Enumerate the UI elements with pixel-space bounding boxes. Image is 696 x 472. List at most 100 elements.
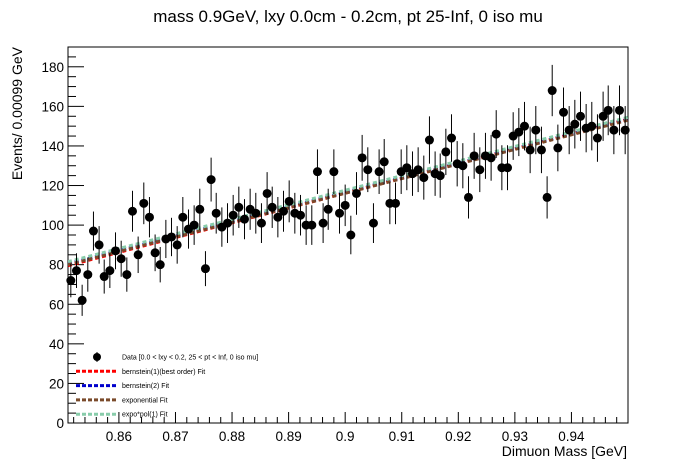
data-point xyxy=(615,105,625,115)
legend-label: Data [0.0 < lxy < 0.2, 25 < pt < Inf, 0 … xyxy=(122,355,258,362)
data-point xyxy=(88,226,98,236)
data-point xyxy=(307,220,317,230)
data-point xyxy=(559,107,569,117)
data-point xyxy=(223,218,233,228)
data-point xyxy=(234,202,244,212)
data-point xyxy=(379,157,389,167)
data-point xyxy=(189,220,199,230)
data-point xyxy=(116,254,126,264)
data-point xyxy=(553,143,563,153)
data-point xyxy=(329,167,339,177)
data-point xyxy=(542,192,552,202)
x-tick-label: 0.93 xyxy=(502,429,528,444)
data-point xyxy=(340,200,350,210)
data-point xyxy=(603,105,613,115)
data-point xyxy=(475,165,485,175)
data-point xyxy=(150,248,160,258)
legend-label: bernstein(1)(best order) Fit xyxy=(122,369,205,376)
data-point xyxy=(262,188,272,198)
data-point xyxy=(598,111,608,121)
data-point xyxy=(99,272,109,282)
data-point xyxy=(127,206,137,216)
data-point xyxy=(312,167,322,177)
data-point xyxy=(77,295,87,305)
data-point xyxy=(172,240,182,250)
data-point xyxy=(463,192,473,202)
data-point xyxy=(575,111,585,121)
legend-label: expo*pol(1) Fit xyxy=(122,412,168,419)
fit-line xyxy=(68,118,628,267)
data-point xyxy=(239,214,249,224)
x-tick-label: 0.9 xyxy=(336,429,355,444)
data-point xyxy=(167,232,177,242)
data-point xyxy=(122,270,132,280)
data-point xyxy=(536,145,546,155)
legend-label: bernstein(2) Fit xyxy=(122,383,169,390)
legend-marker xyxy=(93,353,101,361)
data-point xyxy=(155,260,165,270)
data-point xyxy=(295,210,305,220)
data-point xyxy=(525,145,535,155)
data-point xyxy=(267,202,277,212)
data-point xyxy=(519,121,529,131)
data-point xyxy=(368,218,378,228)
data-point xyxy=(587,121,597,131)
data-point xyxy=(83,270,93,280)
chart-title: mass 0.9GeV, lxy 0.0cm - 0.2cm, pt 25-In… xyxy=(153,7,543,26)
data-point xyxy=(273,212,283,222)
data-point xyxy=(441,147,451,157)
y-tick-label: 20 xyxy=(49,376,64,391)
data-point xyxy=(620,125,630,135)
data-point xyxy=(609,125,619,135)
data-point xyxy=(357,153,367,163)
data-point xyxy=(111,246,121,256)
data-point xyxy=(424,135,434,145)
y-axis: 0 20 40 60 80 100 120 140 160 180 xyxy=(41,46,84,431)
y-tick-label: 180 xyxy=(41,60,64,75)
y-tick-label: 100 xyxy=(41,218,64,233)
data-point xyxy=(346,230,356,240)
data-point xyxy=(503,163,513,173)
data-point xyxy=(374,167,384,177)
fit-lines xyxy=(68,115,628,268)
x-tick-label: 0.89 xyxy=(275,429,301,444)
y-tick-label: 160 xyxy=(41,99,64,114)
data-point xyxy=(144,212,154,222)
data-point xyxy=(206,175,216,185)
data-point xyxy=(592,133,602,143)
data-point xyxy=(547,86,557,96)
y-tick-label: 60 xyxy=(49,297,64,312)
x-tick-label: 0.87 xyxy=(162,429,188,444)
data-point xyxy=(570,119,580,129)
data-point xyxy=(228,210,238,220)
fit-line xyxy=(68,115,628,264)
data-point xyxy=(66,276,76,286)
data-point xyxy=(71,266,81,276)
x-axis: 0.86 0.87 0.88 0.89 0.9 0.91 0.92 0.93 0.94 xyxy=(73,412,629,444)
y-tick-label: 0 xyxy=(56,416,64,431)
data-point xyxy=(531,125,541,135)
data-point xyxy=(105,266,115,276)
data-point xyxy=(178,212,188,222)
data-point xyxy=(391,198,401,208)
x-tick-label: 0.91 xyxy=(389,429,415,444)
data-point xyxy=(491,129,501,139)
data-point xyxy=(318,218,328,228)
data-point xyxy=(447,133,457,143)
y-tick-label: 40 xyxy=(49,337,64,352)
data-point xyxy=(323,204,333,214)
data-point xyxy=(256,218,266,228)
legend-label: exponential Fit xyxy=(122,397,168,404)
data-point xyxy=(139,198,149,208)
data-point xyxy=(402,163,412,173)
data-point xyxy=(200,264,210,274)
x-tick-label: 0.86 xyxy=(106,429,132,444)
y-axis-label: Events/ 0.00099 GeV xyxy=(9,46,25,180)
data-points xyxy=(66,64,630,316)
data-point xyxy=(413,165,423,175)
data-point xyxy=(351,188,361,198)
data-point xyxy=(435,171,445,181)
x-tick-label: 0.94 xyxy=(558,429,585,444)
data-point xyxy=(486,153,496,163)
